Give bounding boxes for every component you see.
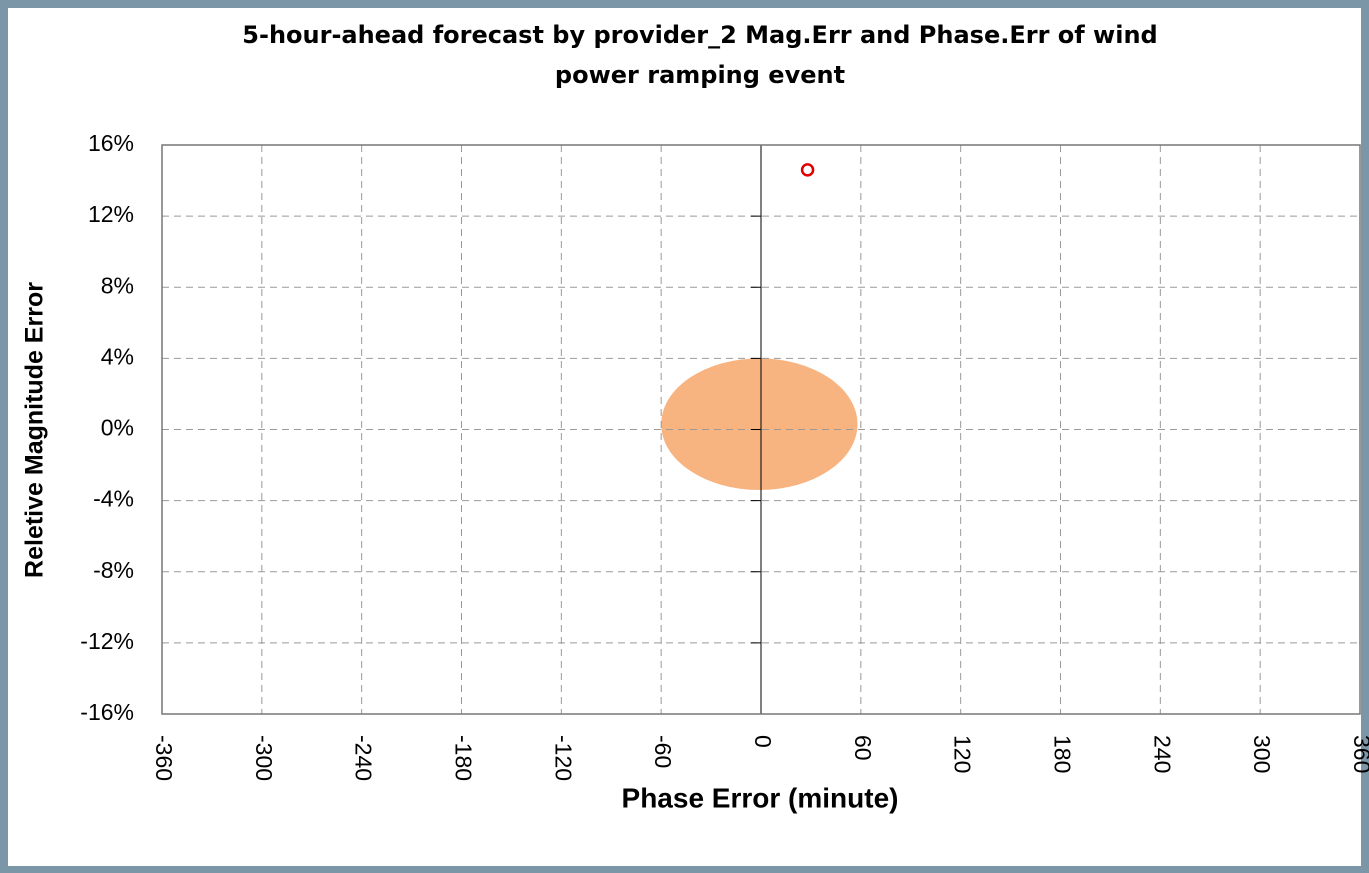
y-tick-label: 4% <box>101 343 134 369</box>
y-tick-label: 8% <box>101 272 134 298</box>
x-tick-label: 180 <box>1049 735 1075 773</box>
y-tick-label: -12% <box>80 628 134 654</box>
chart-title: 5-hour-ahead forecast by provider_2 Mag.… <box>242 21 1157 49</box>
x-tick-label: -300 <box>251 735 277 781</box>
error-region <box>661 358 858 490</box>
x-tick-label: -60 <box>650 735 676 768</box>
x-tick-label: 360 <box>1349 735 1369 773</box>
x-axis-label: Phase Error (minute) <box>622 782 899 813</box>
y-tick-label: -8% <box>93 557 134 583</box>
y-tick-label: 12% <box>88 201 134 227</box>
x-tick-label: 300 <box>1249 735 1275 773</box>
x-tick-label: 0 <box>750 735 776 748</box>
x-tick-label: -180 <box>450 735 476 781</box>
data-point <box>800 163 815 177</box>
x-tick-label: -120 <box>550 735 576 781</box>
x-tick-label: 240 <box>1149 735 1175 773</box>
x-tick-label: -240 <box>351 735 377 781</box>
y-tick-label: 0% <box>101 415 134 441</box>
chart-title: power ramping event <box>555 61 845 89</box>
y-axis-label: Reletive Magnitude Error <box>21 282 49 578</box>
y-tick-label: -4% <box>93 486 134 512</box>
y-tick-label: 16% <box>88 130 134 156</box>
plot-frame <box>161 144 1361 715</box>
x-tick-label: 60 <box>850 735 876 761</box>
x-tick-label: -360 <box>151 735 177 781</box>
x-tick-label: 120 <box>950 735 976 773</box>
y-tick-label: -16% <box>80 699 134 725</box>
